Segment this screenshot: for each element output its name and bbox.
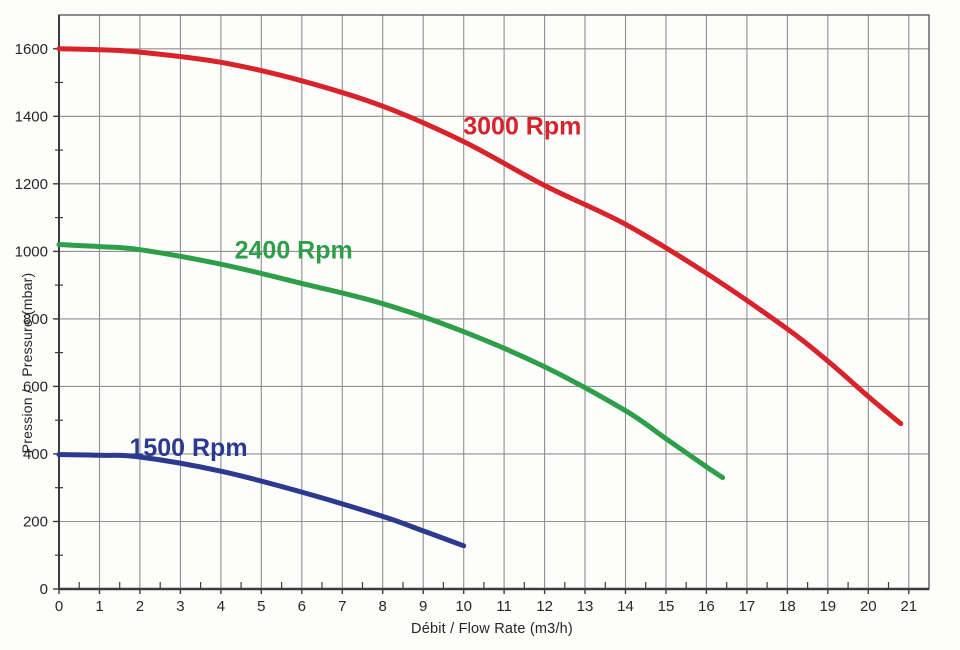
y-tick-label: 1200 <box>15 176 48 193</box>
y-tick-label: 0 <box>40 581 48 598</box>
series-2400-rpm: 2400 Rpm <box>56 237 726 481</box>
x-tick-label: 5 <box>257 598 265 615</box>
curve-label-2400-rpm: 2400 Rpm <box>235 237 353 265</box>
x-tick-label: 2 <box>136 598 144 615</box>
y-tick-label: 400 <box>23 446 48 463</box>
y-tick-label: 800 <box>23 311 48 328</box>
series-1500-rpm: 1500 Rpm <box>56 434 467 549</box>
curve-3000-rpm <box>56 46 904 427</box>
y-tick-label: 1000 <box>15 243 48 260</box>
x-tick-label: 16 <box>698 598 715 615</box>
x-tick-label: 9 <box>419 598 427 615</box>
y-axis-ticks <box>53 48 63 590</box>
curve-label-3000-rpm: 3000 Rpm <box>463 113 581 141</box>
x-tick-label: 7 <box>338 598 346 615</box>
curve-2400-rpm <box>56 242 726 481</box>
curve-label-1500-rpm: 1500 Rpm <box>129 434 247 462</box>
axes <box>58 14 930 591</box>
x-tick-label: 12 <box>536 598 553 615</box>
x-tick-label: 13 <box>577 598 594 615</box>
x-tick-label: 21 <box>900 598 917 615</box>
x-tick-label: 14 <box>617 598 634 615</box>
y-tick-label: 1400 <box>15 108 48 125</box>
x-tick-label: 6 <box>298 598 306 615</box>
x-axis-title: Débit / Flow Rate (m3/h) <box>411 621 573 637</box>
grid <box>59 15 929 589</box>
x-tick-label: 8 <box>379 598 387 615</box>
y-axis-title: Pression / Pressure (mbar) <box>19 272 35 454</box>
x-tick-label: 11 <box>496 598 512 615</box>
x-tick-label: 3 <box>176 598 184 615</box>
x-tick-label: 0 <box>55 598 63 615</box>
x-tick-label: 1 <box>95 598 103 615</box>
x-tick-labels: 0 1 2 3 4 5 6 7 8 9 10 11 12 13 14 15 16 17 18 19 20 21 <box>55 598 917 615</box>
y-tick-label: 600 <box>23 378 48 395</box>
x-tick-label: 10 <box>455 598 472 615</box>
y-tick-label: 200 <box>23 514 48 531</box>
x-tick-label: 20 <box>860 598 877 615</box>
x-tick-label: 19 <box>819 598 836 615</box>
x-tick-label: 17 <box>739 598 756 615</box>
x-tick-label: 15 <box>658 598 675 615</box>
series-3000-rpm: 3000 Rpm <box>56 46 904 427</box>
y-tick-labels: 0 200 400 600 800 1000 1200 1400 1600 <box>15 41 48 598</box>
x-axis-ticks <box>58 582 910 594</box>
x-tick-label: 18 <box>779 598 796 615</box>
curve-1500-rpm <box>56 452 467 549</box>
y-tick-label: 1600 <box>15 41 48 58</box>
x-tick-label: 4 <box>217 598 225 615</box>
